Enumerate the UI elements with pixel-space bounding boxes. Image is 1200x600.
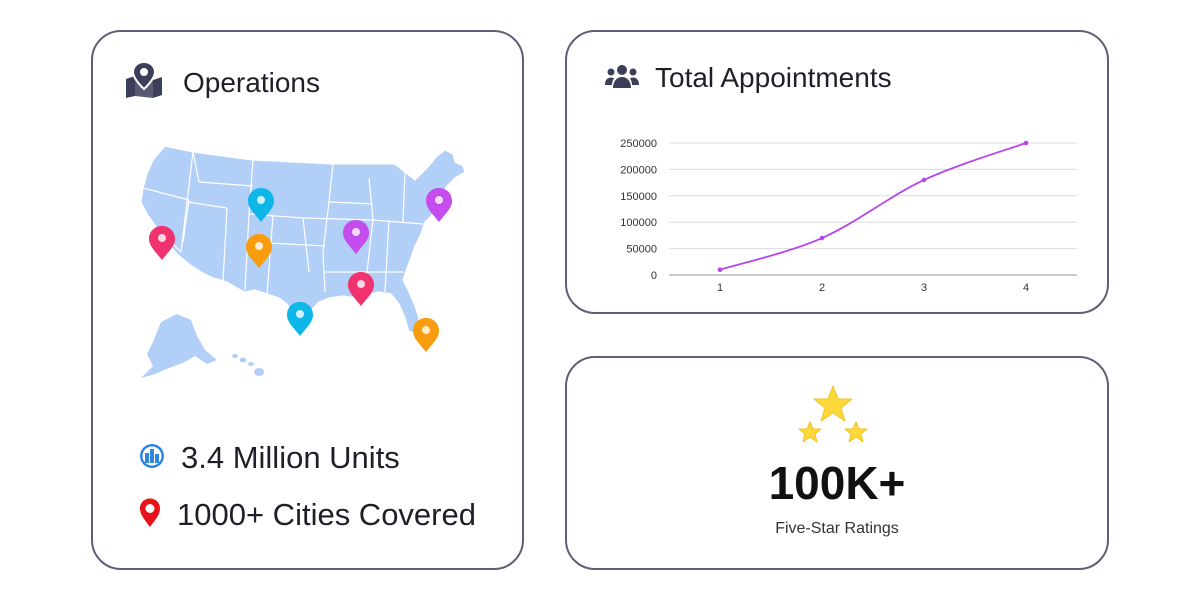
map-pin-map-icon	[125, 60, 163, 103]
stat-units-text: 3.4 Million Units	[181, 440, 400, 475]
rating-value: 100K+	[768, 457, 906, 509]
map-pins	[149, 188, 452, 352]
buildings-icon	[139, 443, 165, 474]
operations-card: Operations	[91, 30, 524, 570]
pin-new-york	[426, 188, 452, 222]
pin-mississippi	[348, 272, 374, 306]
data-point	[921, 177, 927, 183]
x-tick-label: 3	[921, 282, 927, 294]
us-map	[140, 145, 466, 378]
three-stars-icon	[798, 385, 868, 443]
x-tick-label: 4	[1023, 282, 1029, 294]
operations-header: Operations	[125, 60, 320, 103]
pin-california	[149, 226, 175, 260]
appointments-line-chart: 0 50000 100000 150000 200000 250000 1 2 3 4	[620, 138, 1077, 294]
y-tick-label: 0	[651, 270, 657, 282]
data-point	[717, 267, 723, 273]
x-tick-label: 2	[819, 282, 825, 294]
location-pin-icon	[139, 498, 161, 533]
y-tick-label: 50000	[626, 244, 657, 256]
y-tick-label: 200000	[620, 164, 657, 176]
appointments-header: Total Appointments	[605, 62, 892, 94]
y-tick-label: 100000	[620, 217, 657, 229]
stat-units: 3.4 Million Units	[139, 440, 400, 476]
pin-colorado	[246, 234, 272, 268]
x-tick-label: 1	[717, 282, 723, 294]
hawaii-shape	[232, 354, 264, 376]
alaska-shape	[141, 314, 217, 378]
data-point	[819, 235, 825, 241]
y-tick-label: 150000	[620, 191, 657, 203]
pin-texas	[287, 302, 313, 336]
appointments-card: Total Appointments 0 50000 100000 150000 200…	[565, 30, 1109, 314]
pin-florida	[413, 318, 439, 352]
data-point	[1023, 140, 1029, 146]
series-line	[719, 142, 1027, 271]
rating-label: Five-Star Ratings	[775, 520, 899, 537]
ratings-card: 100K+ Five-Star Ratings	[565, 356, 1109, 570]
y-tick-label: 250000	[620, 138, 657, 150]
pin-montana	[248, 188, 274, 222]
operations-title: Operations	[183, 66, 320, 98]
group-users-icon	[605, 63, 639, 94]
stat-cities-text: 1000+ Cities Covered	[177, 497, 476, 532]
us-mainland	[140, 145, 466, 333]
appointments-title: Total Appointments	[655, 62, 892, 93]
pin-illinois	[343, 220, 369, 254]
stat-cities: 1000+ Cities Covered	[139, 497, 476, 533]
